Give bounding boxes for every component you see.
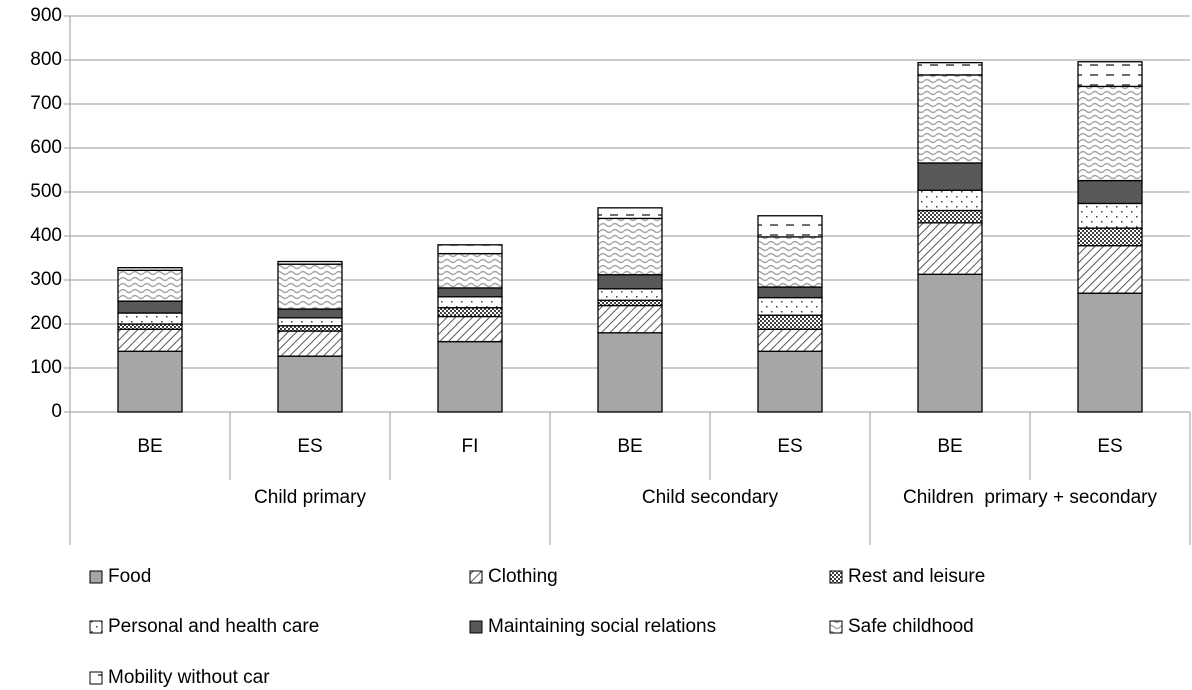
bar-segment <box>917 74 983 164</box>
group-label-box: Child secondary <box>641 487 779 508</box>
legend-label: Maintaining social relations <box>488 616 716 637</box>
x-tick-label: BE <box>137 436 162 457</box>
bar-segment <box>437 315 503 343</box>
bar-segment <box>917 222 983 275</box>
bar-segment <box>437 252 503 289</box>
x-tick-label: ES <box>1097 436 1122 457</box>
bar-segment <box>277 330 343 357</box>
bar-segment <box>277 325 343 332</box>
bar-segment <box>917 209 983 224</box>
y-tick-label: 500 <box>30 181 62 202</box>
bar-segment <box>597 299 663 307</box>
bar-segment <box>917 162 983 191</box>
x-tick-label: BE <box>617 436 642 457</box>
bar-segment <box>437 287 503 298</box>
y-tick-label: 100 <box>30 357 62 378</box>
x-tick-label: ES <box>297 436 322 457</box>
bar-segment <box>757 350 823 413</box>
bar-segment <box>1077 245 1143 294</box>
legend-swatch <box>89 570 103 584</box>
y-tick-label: 400 <box>30 225 62 246</box>
bar-segment <box>917 189 983 212</box>
bar-segment <box>1077 202 1143 229</box>
group-label: Children primary + secondary <box>903 487 1157 508</box>
legend-swatch <box>469 570 483 584</box>
bar-segment <box>277 355 343 413</box>
bar-segment <box>277 317 343 327</box>
bar-segment <box>277 308 343 319</box>
bar-segment <box>437 307 503 318</box>
bar-segment <box>757 314 823 330</box>
bar-segment <box>1077 61 1143 88</box>
bar-segment <box>597 288 663 301</box>
legend-label: Rest and leisure <box>848 566 985 587</box>
bar-segment <box>117 312 183 325</box>
x-tick-label: ES <box>777 436 802 457</box>
y-tick-label: 0 <box>51 401 62 422</box>
bar-segment <box>757 215 823 238</box>
group-label-box: Children primary + secondary <box>903 487 1157 508</box>
legend-label: Personal and health care <box>108 616 319 637</box>
y-tick-label: 700 <box>30 93 62 114</box>
y-tick-label: 600 <box>30 137 62 158</box>
bar-segment <box>117 269 183 302</box>
legend-swatch <box>89 620 103 634</box>
group-label-box: Child primary <box>254 487 366 508</box>
legend-swatch <box>829 570 843 584</box>
legend-swatch <box>469 620 483 634</box>
bar-segment <box>1077 179 1143 205</box>
bar-segment <box>117 300 183 314</box>
x-tick-label: BE <box>937 436 962 457</box>
y-tick-label: 200 <box>30 313 62 334</box>
bar-segment <box>1077 292 1143 413</box>
bar-segment <box>757 286 823 299</box>
bar-segment <box>597 332 663 413</box>
bar-segment <box>277 260 343 265</box>
bar-segment <box>1077 227 1143 247</box>
group-label: Child primary <box>254 487 366 508</box>
group-label: Child secondary <box>641 487 779 508</box>
legend-swatch <box>89 671 103 685</box>
legend-label: Food <box>108 566 151 587</box>
bar-segment <box>757 328 823 352</box>
legend-label: Safe childhood <box>848 616 974 637</box>
y-tick-label: 900 <box>30 5 62 26</box>
bar-segment <box>757 296 823 316</box>
bar-segment <box>757 236 823 288</box>
bar-segment <box>277 263 343 310</box>
x-tick-label: FI <box>462 436 479 457</box>
bar-segment <box>437 340 503 413</box>
bar-segment <box>117 350 183 413</box>
legend-label: Clothing <box>488 566 558 587</box>
legend-label: Mobility without car <box>108 667 270 688</box>
bar-segment <box>437 244 503 255</box>
bar-segment <box>597 217 663 276</box>
legend-swatch <box>829 620 843 634</box>
bar-segment <box>117 267 183 271</box>
bar-segment <box>597 304 663 334</box>
y-tick-label: 300 <box>30 269 62 290</box>
bar-segment <box>117 328 183 352</box>
bar-segment <box>1077 85 1143 182</box>
bar-segment <box>117 323 183 330</box>
bar-segment <box>597 207 663 220</box>
bar-segment <box>917 273 983 413</box>
bar-segment <box>917 61 983 76</box>
y-tick-label: 800 <box>30 49 62 70</box>
bar-segment <box>437 296 503 309</box>
bar-segment <box>597 274 663 290</box>
